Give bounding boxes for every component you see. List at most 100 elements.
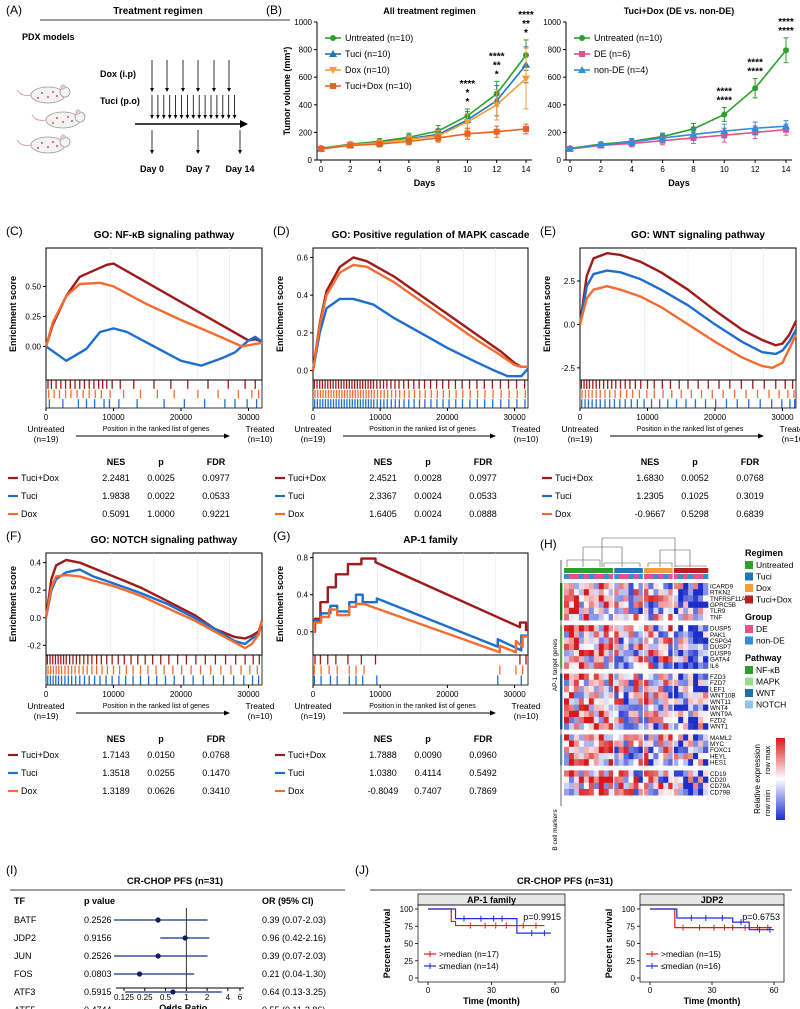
heat-cell xyxy=(588,656,595,663)
heat-cell xyxy=(564,710,570,718)
heat-cell xyxy=(608,631,614,638)
heat-cell xyxy=(613,637,619,645)
heat-cell xyxy=(653,734,659,741)
heat-cell xyxy=(653,789,659,796)
heat-cell xyxy=(703,710,709,718)
heat-cell xyxy=(638,589,644,596)
heat-cell xyxy=(648,710,654,718)
heat-cell xyxy=(564,583,570,590)
heat-cell xyxy=(588,692,595,699)
panel-letter-g: (G) xyxy=(273,529,290,543)
heat-cell xyxy=(628,662,634,669)
heat-cell xyxy=(648,679,654,687)
heat-cell xyxy=(698,740,704,748)
heat-cell xyxy=(628,637,634,645)
heat-cell xyxy=(578,631,585,638)
regimen-track-cell xyxy=(593,568,600,573)
heat-cell xyxy=(598,776,605,784)
x-tick-label: 10000 xyxy=(102,690,125,699)
heat-cell xyxy=(688,704,694,712)
heat-cell xyxy=(693,662,699,669)
legend-label: Untreated (n=10) xyxy=(345,33,413,43)
heat-cell xyxy=(673,698,679,705)
heat-cell xyxy=(628,601,634,609)
timepoint-arrowhead xyxy=(238,150,242,154)
heat-cell xyxy=(583,734,590,741)
heat-cell xyxy=(693,673,699,681)
group-track-cell xyxy=(613,574,619,579)
heat-cell xyxy=(673,740,679,748)
p-value: 0.1025 xyxy=(681,491,709,501)
untreated-label: Untreated xyxy=(561,424,599,434)
gene-label: GATA4 xyxy=(710,657,730,664)
heat-cell xyxy=(648,723,654,730)
heat-cell xyxy=(583,776,590,784)
significance-mark: * xyxy=(495,69,499,80)
heat-cell xyxy=(663,698,669,705)
forest-header-tf: TF xyxy=(14,896,25,906)
x-tick-label: 0 xyxy=(44,413,49,422)
y-tick-label: 0 xyxy=(557,156,562,165)
heat-cell xyxy=(623,692,629,699)
heat-cell xyxy=(613,607,619,615)
regimen-track-cell xyxy=(703,568,709,573)
gene-label: MYC xyxy=(710,741,724,748)
heat-cell xyxy=(663,643,669,651)
heat-cell xyxy=(593,673,600,681)
heat-cell xyxy=(658,710,664,718)
fdr-value: 0.0533 xyxy=(202,491,230,501)
data-point xyxy=(752,85,759,92)
heat-cell xyxy=(653,692,659,699)
heat-cell xyxy=(593,686,600,693)
heat-cell xyxy=(598,698,605,705)
heat-cell xyxy=(638,753,644,760)
heat-cell xyxy=(683,625,689,632)
heat-cell xyxy=(698,643,704,651)
heat-cell xyxy=(573,704,580,712)
heat-cell xyxy=(648,614,654,621)
heat-cell xyxy=(633,656,639,663)
heat-cell xyxy=(658,776,664,784)
heat-cell xyxy=(588,746,595,754)
heat-cell xyxy=(678,789,684,796)
y-tick-label: 0.8 xyxy=(297,554,309,563)
heat-cell xyxy=(698,717,704,724)
heat-cell xyxy=(568,753,575,760)
heat-cell xyxy=(668,673,674,681)
group-track-cell xyxy=(583,574,590,579)
tf-or-text: 0.55 (0.11-2.86) xyxy=(262,1005,325,1009)
heat-cell xyxy=(658,679,664,687)
heat-cell xyxy=(608,614,614,621)
stats-header: NES xyxy=(107,734,126,744)
heat-cell xyxy=(588,607,595,615)
ap1-target-genes-label: AP-1 target genes xyxy=(552,638,559,691)
heat-cell xyxy=(613,734,619,741)
panel-letter-c: (C) xyxy=(6,224,23,238)
heat-cell xyxy=(643,698,649,705)
heat-cell xyxy=(668,710,674,718)
x-tick-label: 0.25 xyxy=(137,993,153,1002)
heat-cell xyxy=(638,740,644,748)
heat-cell xyxy=(578,770,585,777)
heat-cell xyxy=(618,698,624,705)
km-legend-label: ≤median (n=16) xyxy=(661,961,721,971)
fdr-value: 0.0768 xyxy=(202,750,230,760)
heat-cell xyxy=(628,673,634,681)
heat-cell xyxy=(608,704,614,712)
heat-cell xyxy=(683,710,689,718)
heat-cell xyxy=(668,614,674,621)
heat-cell xyxy=(618,759,624,766)
panel-letter-f: (F) xyxy=(6,529,21,543)
stats-header: p xyxy=(425,457,431,467)
heat-cell xyxy=(688,759,694,766)
heat-cell xyxy=(683,631,689,638)
heat-cell xyxy=(573,753,580,760)
gene-label: CSPG4 xyxy=(710,638,732,645)
forest-x-label: Odds Ratio xyxy=(159,1003,208,1009)
rank-position-label: Position in the ranked list of genes xyxy=(103,426,210,433)
heat-cell xyxy=(693,607,699,615)
heat-cell xyxy=(578,656,585,663)
regimen-track-cell xyxy=(648,568,654,573)
y-tick-label: 600 xyxy=(548,73,562,82)
heat-cell xyxy=(693,770,699,777)
